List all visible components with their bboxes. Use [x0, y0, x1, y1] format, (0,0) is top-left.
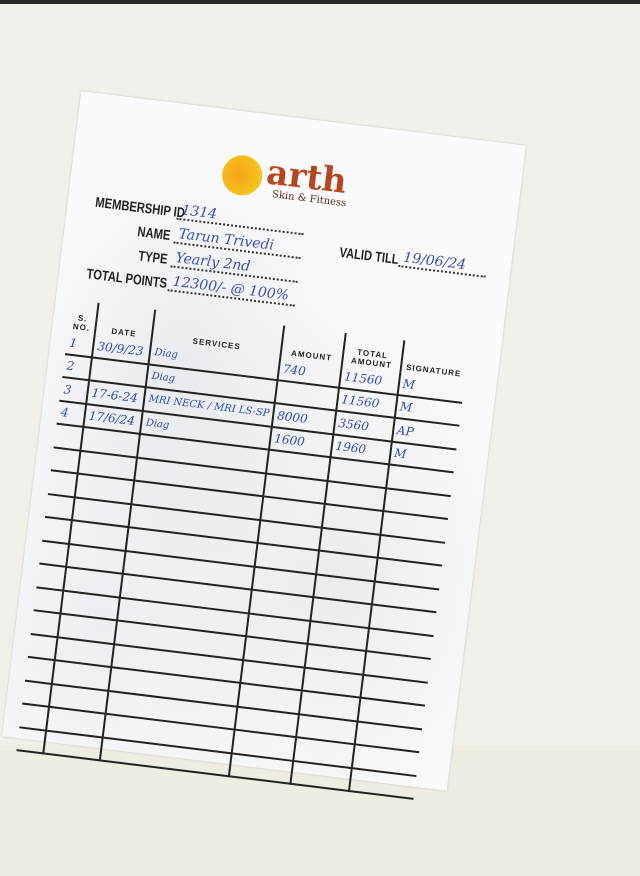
membership-card: arth Skin & Fitness MEMBERSHIP ID 1314 N…	[2, 91, 526, 799]
table-cell	[45, 493, 75, 521]
table-cell: 4	[56, 400, 87, 427]
table-cell	[19, 703, 50, 731]
column-header: S. NO.	[67, 299, 99, 335]
table-cell: 2	[62, 353, 93, 381]
table-cell	[22, 680, 52, 707]
brand-logo: arth Skin & Fitness	[219, 151, 351, 209]
table-cell	[47, 470, 78, 497]
logo-emblem-icon	[219, 152, 265, 198]
table-cell	[36, 563, 67, 591]
table-cell	[27, 633, 58, 661]
table-cell	[16, 726, 47, 754]
table-cell	[39, 540, 70, 567]
scan-edge	[0, 0, 640, 4]
services-table: S. NO. DATE SERVICES AMOUNT TOTAL AMOUNT SIGN…	[16, 299, 469, 800]
table-cell	[53, 423, 84, 451]
table-cell	[42, 516, 73, 544]
table-cell	[50, 446, 81, 474]
table-cell	[25, 656, 55, 684]
table-cell	[30, 610, 61, 637]
table-cell: 1	[65, 331, 95, 357]
table-cell	[33, 586, 64, 614]
valid-till-field: VALID TILL 19/06/24	[325, 240, 488, 278]
table-cell: 3	[59, 376, 90, 404]
